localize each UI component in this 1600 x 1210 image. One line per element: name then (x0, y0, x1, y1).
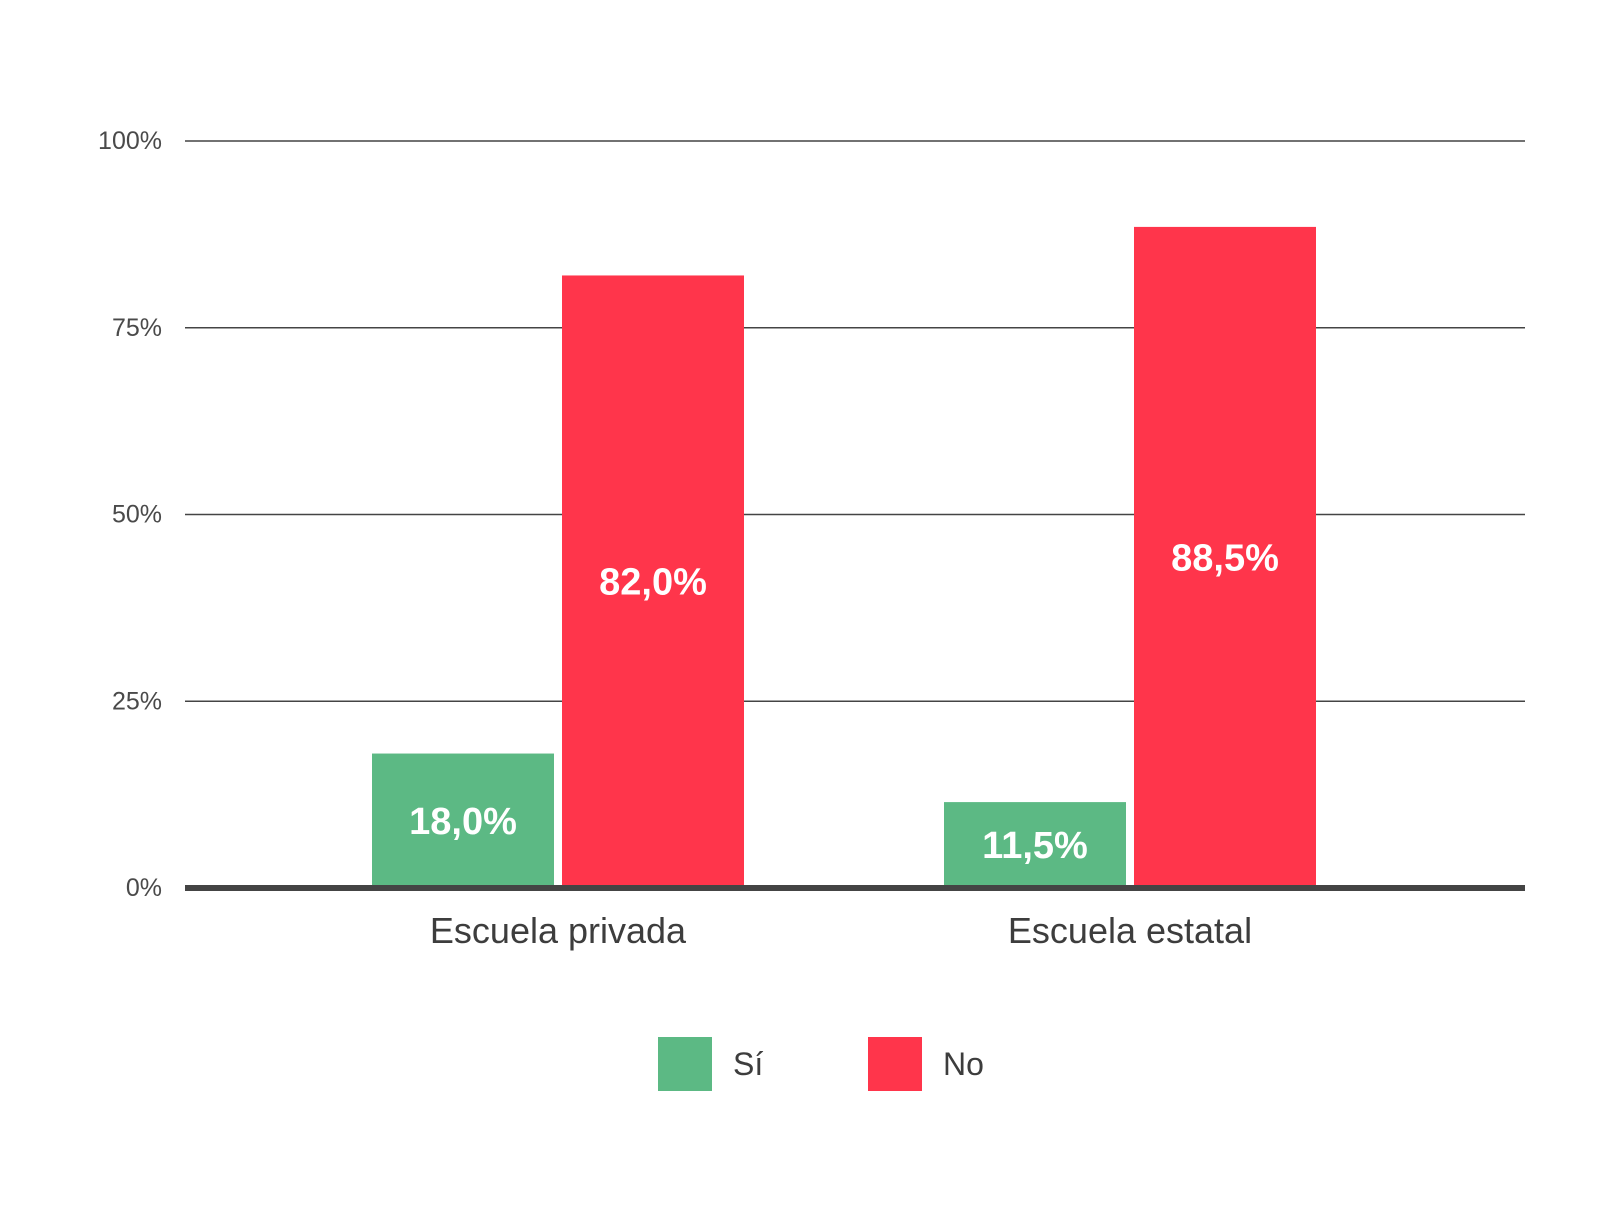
legend-label: Sí (733, 1046, 763, 1082)
y-tick-label: 50% (112, 501, 162, 529)
data-label: 82,0% (599, 562, 707, 604)
x-category-label: Escuela estatal (1008, 910, 1252, 951)
data-label: 18,0% (409, 801, 517, 843)
data-label: 88,5% (1171, 537, 1279, 579)
y-axis-ticks: 0% 25% 50% 75% 100% (98, 127, 162, 902)
bar-si-privada (372, 753, 554, 888)
legend-swatch (868, 1037, 922, 1091)
bar-no-privada (562, 275, 744, 889)
data-label: 11,5% (982, 825, 1088, 867)
legend-label: No (943, 1046, 984, 1082)
y-tick-label: 0% (126, 874, 162, 902)
gridlines (185, 140, 1525, 702)
legend: Sí No (658, 1037, 984, 1091)
bars: 18,0% 82,0% 11,5% 88,5% (372, 226, 1316, 889)
legend-swatch (658, 1037, 712, 1091)
y-tick-label: 25% (112, 687, 162, 715)
x-category-label: Escuela privada (430, 910, 687, 951)
x-axis-labels: Escuela privada Escuela estatal (430, 910, 1252, 951)
y-tick-label: 75% (112, 314, 162, 342)
y-tick-label: 100% (98, 127, 162, 155)
bar-si-estatal (944, 802, 1126, 888)
bar-no-estatal (1134, 226, 1316, 888)
